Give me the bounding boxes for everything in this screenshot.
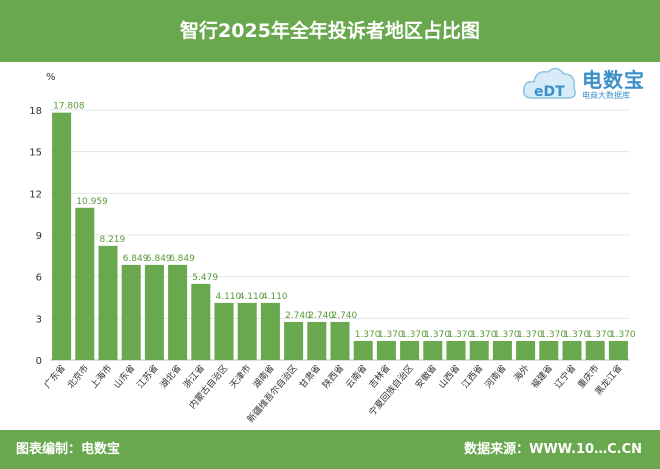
bar — [307, 321, 327, 360]
value-label: 2.740 — [331, 311, 357, 321]
category-label: 山西省 — [436, 362, 463, 390]
category-label: 安徽省 — [413, 362, 440, 390]
footer-credit: 图表编制：电数宝 — [16, 442, 121, 457]
bar — [121, 264, 141, 360]
bar — [539, 340, 559, 360]
value-label: 1.370 — [494, 330, 520, 340]
y-tick-label: 9 — [36, 231, 42, 242]
y-tick-label: 12 — [29, 189, 42, 200]
category-label: 上海市 — [88, 362, 115, 390]
bar — [284, 321, 304, 360]
bar — [260, 302, 280, 360]
value-label: 1.370 — [401, 330, 427, 340]
logo-subtitle: 电商大数据库 — [582, 91, 630, 100]
value-label: 1.370 — [540, 330, 566, 340]
bar — [562, 340, 582, 360]
value-labels: 17.80810.9598.2196.8496.8496.8495.4794.1… — [53, 102, 636, 340]
value-label: 1.370 — [424, 330, 450, 340]
y-tick-label: 15 — [29, 148, 42, 159]
category-label: 山东省 — [111, 362, 138, 390]
value-label: 4.110 — [215, 292, 241, 302]
bar — [516, 340, 536, 360]
y-tick-label: 0 — [36, 356, 42, 367]
category-label: 河南省 — [482, 362, 509, 390]
y-unit-label: % — [46, 72, 56, 83]
chart-title: 智行2025年全年投诉者地区占比图 — [180, 20, 480, 42]
bar — [446, 340, 466, 360]
value-label: 4.110 — [239, 292, 265, 302]
bar — [353, 340, 373, 360]
bar — [52, 112, 72, 361]
bar — [75, 207, 95, 360]
value-label: 8.219 — [99, 235, 125, 245]
category-label: 广东省 — [41, 362, 68, 390]
bar — [608, 340, 628, 360]
value-label: 1.370 — [378, 330, 404, 340]
value-label: 6.849 — [169, 254, 195, 264]
category-label: 海外 — [511, 362, 532, 384]
value-label: 2.740 — [308, 311, 334, 321]
bar — [330, 321, 350, 360]
value-label: 1.370 — [471, 330, 497, 340]
footer-bar: 图表编制：电数宝 数据来源：WWW.10⁠…C.CN — [0, 430, 660, 469]
value-label: 6.849 — [123, 254, 149, 264]
header-bar — [0, 0, 660, 62]
category-label: 湖北省 — [157, 362, 184, 390]
category-label: 云南省 — [343, 362, 370, 390]
value-label: 6.849 — [146, 254, 172, 264]
value-label: 1.370 — [355, 330, 381, 340]
category-label: 天津市 — [227, 362, 254, 390]
category-label: 甘肃省 — [297, 362, 324, 390]
bar — [168, 264, 188, 360]
value-label: 2.740 — [285, 311, 311, 321]
category-label: 北京市 — [65, 362, 92, 390]
value-label: 10.959 — [76, 197, 108, 207]
bar — [214, 302, 234, 360]
y-tick-label: 3 — [36, 314, 42, 325]
logo-text: 电数宝 — [582, 68, 645, 92]
logo: eDT 电数宝 电商大数据库 — [520, 60, 660, 106]
bar — [469, 340, 489, 360]
value-label: 1.370 — [517, 330, 543, 340]
bars — [52, 112, 628, 361]
bar — [585, 340, 605, 360]
y-axis-ticks: 0 3 6 9 12 15 18 — [29, 106, 42, 367]
bar — [492, 340, 512, 360]
value-label: 1.370 — [563, 330, 589, 340]
footer-source: 数据来源：WWW.10⁠…C.CN — [464, 442, 642, 457]
value-label: 1.370 — [447, 330, 473, 340]
bar — [376, 340, 396, 360]
y-tick-label: 6 — [36, 273, 42, 284]
category-label: 江苏省 — [134, 362, 161, 390]
category-label: 江西省 — [459, 362, 486, 390]
category-label: 陕西省 — [320, 362, 347, 390]
bar — [237, 302, 257, 360]
bar — [423, 340, 443, 360]
category-label: 辽宁省 — [552, 362, 579, 390]
logo-mark: eDT — [534, 84, 565, 100]
value-label: 5.479 — [192, 273, 218, 283]
category-labels: 广东省北京市上海市山东省江苏省湖北省浙江省内蒙古自治区天津市湖南省新疆维吾尔自治… — [41, 362, 624, 425]
cloud-logo-icon: eDT — [522, 67, 576, 100]
category-label: 福建省 — [529, 362, 556, 390]
value-label: 17.808 — [53, 102, 85, 112]
y-tick-label: 18 — [29, 106, 42, 117]
bar — [144, 264, 164, 360]
value-label: 1.370 — [610, 330, 636, 340]
value-label: 4.110 — [262, 292, 288, 302]
bar — [191, 283, 211, 360]
value-label: 1.370 — [587, 330, 613, 340]
bar — [98, 245, 118, 360]
bar — [400, 340, 420, 360]
